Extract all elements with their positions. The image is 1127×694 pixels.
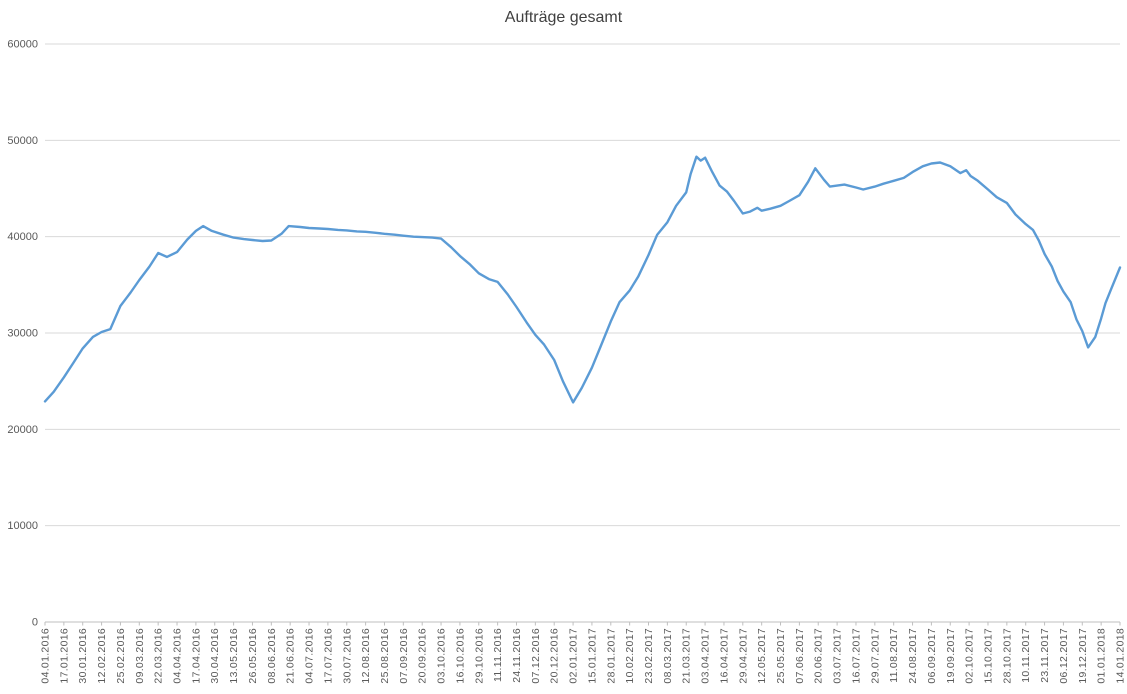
x-axis-label: 08.03.2017 [662, 628, 674, 684]
x-axis-label: 23.11.2017 [1039, 628, 1051, 683]
x-axis-label: 28.10.2017 [1001, 628, 1013, 684]
x-axis-label: 14.01.2018 [1115, 628, 1127, 684]
x-axis-label: 04.04.2016 [172, 628, 184, 684]
x-axis-label: 07.06.2017 [794, 628, 806, 684]
x-axis-label: 03.04.2017 [700, 628, 712, 684]
x-axis-label: 17.04.2016 [190, 628, 202, 684]
x-axis-label: 04.07.2016 [304, 628, 316, 684]
x-axis-label: 24.11.2016 [511, 628, 523, 683]
x-axis-label: 11.08.2017 [888, 628, 900, 683]
x-axis-label: 30.07.2016 [341, 628, 353, 684]
y-axis-label: 30000 [7, 328, 38, 340]
x-axis-label: 16.04.2017 [718, 628, 730, 684]
x-axis-label: 20.09.2016 [417, 628, 429, 684]
chart-title: Aufträge gesamt [504, 9, 623, 26]
y-axis-label: 0 [32, 617, 38, 629]
x-axis-label: 20.12.2016 [549, 628, 561, 684]
x-axis-label: 12.02.2016 [96, 628, 108, 684]
x-axis-label: 06.12.2017 [1058, 628, 1070, 684]
x-axis-label: 03.10.2016 [436, 628, 448, 684]
x-axis-label: 25.02.2016 [115, 628, 127, 684]
x-axis-label: 10.02.2017 [624, 628, 636, 684]
x-axis-label: 04.01.2016 [40, 628, 52, 684]
x-axis-label: 12.08.2016 [360, 628, 372, 684]
x-axis-label: 02.10.2017 [964, 628, 976, 684]
y-axis-label: 40000 [7, 231, 38, 243]
x-axis-label: 10.11.2017 [1020, 628, 1032, 683]
x-axis-label: 07.12.2016 [530, 628, 542, 684]
x-axis-label: 25.08.2016 [379, 628, 391, 684]
x-axis-label: 30.04.2016 [209, 628, 221, 684]
x-axis-label: 29.07.2017 [869, 628, 881, 684]
x-axis-label: 16.07.2017 [850, 628, 862, 684]
x-axis-label: 21.06.2016 [285, 628, 297, 684]
x-axis-label: 17.01.2016 [58, 628, 70, 684]
x-axis-label: 30.01.2016 [77, 628, 89, 684]
x-axis-label: 06.09.2017 [926, 628, 938, 684]
y-axis-label: 10000 [7, 520, 38, 532]
x-axis-label: 12.05.2017 [756, 628, 768, 684]
x-axis-label: 11.11.2016 [492, 628, 504, 682]
x-axis-label: 02.01.2017 [568, 628, 580, 684]
x-axis-label: 15.01.2017 [586, 628, 598, 684]
x-axis-label: 23.02.2017 [643, 628, 655, 684]
x-axis-label: 03.07.2017 [832, 628, 844, 684]
x-axis-label: 19.12.2017 [1077, 628, 1089, 684]
x-axis-label: 28.01.2017 [605, 628, 617, 684]
y-axis-label: 20000 [7, 424, 38, 436]
x-axis-label: 21.03.2017 [681, 628, 693, 684]
x-axis-label: 29.04.2017 [737, 628, 749, 684]
x-axis-label: 08.06.2016 [266, 628, 278, 684]
x-axis-label: 19.09.2017 [945, 628, 957, 684]
y-axis-label: 50000 [7, 135, 38, 147]
x-axis-label: 16.10.2016 [454, 628, 466, 684]
x-axis-label: 09.03.2016 [134, 628, 146, 684]
x-axis-label: 24.08.2017 [907, 628, 919, 684]
x-axis-label: 15.10.2017 [982, 628, 994, 684]
y-axis-label: 60000 [7, 39, 38, 51]
x-axis-label: 01.01.2018 [1096, 628, 1108, 684]
x-axis-label: 13.05.2016 [228, 628, 240, 684]
x-axis-label: 25.05.2017 [775, 628, 787, 684]
x-axis-label: 07.09.2016 [398, 628, 410, 684]
x-axis-label: 17.07.2016 [322, 628, 334, 684]
x-axis-label: 29.10.2016 [473, 628, 485, 684]
x-axis-label: 22.03.2016 [153, 628, 165, 684]
x-axis-label: 20.06.2017 [813, 628, 825, 684]
data-series-line [43, 155, 1122, 404]
x-axis-label: 26.05.2016 [247, 628, 259, 684]
